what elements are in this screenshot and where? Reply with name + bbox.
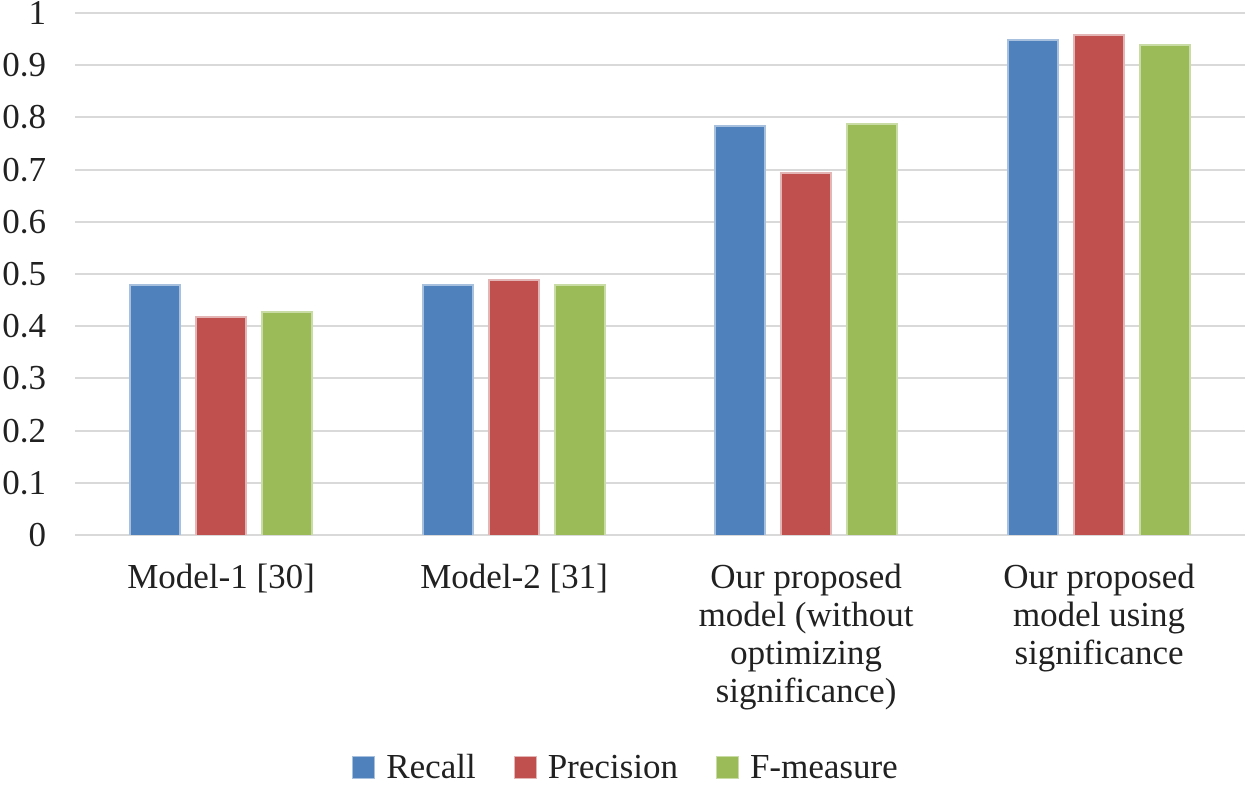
- recall-bar: [129, 284, 181, 535]
- gridline: [75, 481, 1245, 484]
- gridline: [75, 116, 1245, 119]
- y-axis-tick-label: 0.2: [2, 410, 46, 450]
- gridline: [75, 273, 1245, 275]
- precision-swatch-icon: [513, 755, 537, 779]
- y-axis-tick-label: 0.7: [2, 149, 46, 189]
- legend-item-fmeasure: F-measure: [715, 747, 898, 787]
- y-axis-tick-label: 0: [28, 515, 47, 554]
- y-axis-tick-label: 0.3: [2, 358, 46, 398]
- gridline: [75, 429, 1245, 432]
- precision-bar: [488, 279, 540, 535]
- legend-label-precision: Precision: [547, 747, 678, 786]
- y-axis-tick-label: 0.4: [2, 306, 46, 346]
- legend-item-recall: Recall: [352, 747, 476, 787]
- gridline: [75, 64, 1245, 67]
- precision-bar: [195, 316, 247, 535]
- gridline: [75, 325, 1245, 328]
- f-measure-bar: [1139, 44, 1191, 535]
- legend-item-precision: Precision: [513, 747, 678, 787]
- f-measure-bar: [846, 123, 898, 535]
- gridline: [75, 12, 1245, 14]
- y-axis-tick-label: 0.9: [2, 45, 46, 85]
- y-axis-tick-label: 0.6: [2, 201, 46, 241]
- gridline: [75, 377, 1245, 380]
- legend-label-recall: Recall: [386, 747, 476, 786]
- gridline: [75, 220, 1245, 223]
- y-axis-tick-label: 0.1: [2, 462, 46, 502]
- recall-bar: [422, 284, 474, 535]
- f-measure-bar: [554, 284, 606, 535]
- legend: Recall Precision F-measure: [0, 747, 1250, 787]
- y-axis-tick-label: 1: [28, 0, 47, 32]
- y-axis-tick-label: 0.5: [2, 254, 46, 293]
- precision-bar: [1073, 34, 1125, 535]
- x-axis-category-label: Our proposed model using significance: [1003, 557, 1195, 672]
- recall-swatch-icon: [352, 755, 376, 779]
- f-measure-bar: [261, 311, 313, 535]
- recall-bar: [1007, 39, 1059, 535]
- x-axis-category-label: Model-2 [31]: [420, 557, 608, 596]
- recall-bar: [714, 125, 766, 535]
- f-measure-swatch-icon: [715, 755, 739, 779]
- y-axis-tick-label: 0.8: [2, 97, 46, 137]
- gridline: [75, 168, 1245, 171]
- gridline: [75, 534, 1245, 536]
- legend-label-fmeasure: F-measure: [749, 747, 898, 786]
- x-axis-category-label: Model-1 [30]: [127, 557, 315, 596]
- precision-bar: [780, 172, 832, 535]
- x-axis-category-label: Our proposed model (without optimizing s…: [698, 557, 914, 710]
